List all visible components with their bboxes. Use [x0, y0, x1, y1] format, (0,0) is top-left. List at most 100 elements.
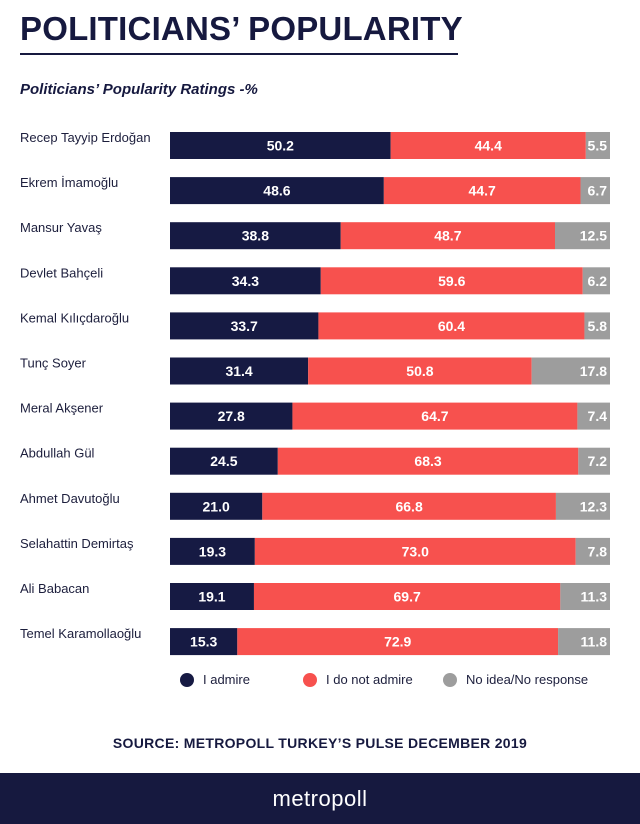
bar-segment-admire	[170, 312, 319, 340]
title-underline	[20, 53, 458, 55]
bar-segment-admire	[170, 222, 341, 250]
data-label-no-idea: 6.2	[588, 273, 608, 289]
data-label-not-admire: 68.3	[414, 453, 441, 469]
data-label-no-idea: 11.8	[581, 634, 608, 650]
data-label-no-idea: 6.7	[588, 183, 608, 199]
data-label-admire: 31.4	[225, 363, 252, 379]
data-label-not-admire: 44.4	[475, 138, 502, 154]
data-label-admire: 34.3	[232, 273, 259, 289]
bar-segment-no-idea	[558, 628, 610, 656]
legend-label-no-idea: No idea/No response	[466, 672, 589, 687]
category-label: Recep Tayyip Erdoğan	[20, 130, 151, 145]
bar-segment-admire	[170, 492, 263, 520]
category-label: Devlet Bahçeli	[20, 265, 103, 280]
bar-segment-not-admire	[262, 492, 556, 520]
data-label-admire: 48.6	[263, 183, 290, 199]
bar-segment-admire	[170, 402, 293, 430]
data-label-no-idea: 17.8	[580, 363, 607, 379]
bar-segment-admire	[170, 537, 255, 565]
data-label-not-admire: 60.4	[438, 318, 465, 334]
data-label-admire: 24.5	[210, 453, 237, 469]
data-label-no-idea: 11.3	[581, 589, 608, 605]
category-label: Temel Karamollaoğlu	[20, 626, 141, 641]
data-label-not-admire: 73.0	[402, 543, 429, 559]
bar-segment-not-admire	[308, 357, 532, 385]
bar-segment-no-idea	[585, 132, 610, 159]
data-label-admire: 19.3	[199, 543, 226, 559]
bar-segment-admire	[170, 628, 238, 656]
data-label-no-idea: 12.3	[580, 498, 607, 514]
data-label-not-admire: 69.7	[394, 589, 421, 605]
bar-segment-admire	[170, 267, 321, 295]
data-label-no-idea: 7.8	[588, 543, 608, 559]
category-label: Ahmet Davutoğlu	[20, 491, 120, 506]
data-label-not-admire: 48.7	[434, 228, 461, 244]
data-label-not-admire: 64.7	[421, 408, 448, 424]
chart-title: POLITICIANS’ POPULARITY	[20, 10, 463, 47]
data-label-no-idea: 5.5	[588, 138, 608, 154]
data-label-admire: 50.2	[267, 138, 294, 154]
legend-label-admire: I admire	[203, 672, 250, 687]
data-label-admire: 19.1	[198, 589, 225, 605]
category-label: Ali Babacan	[20, 581, 89, 596]
data-label-no-idea: 5.8	[588, 318, 608, 334]
source-note: SOURCE: METROPOLL TURKEY’S PULSE DECEMBE…	[112, 735, 528, 751]
bar-segment-no-idea	[531, 357, 610, 385]
bar-segment-admire	[170, 583, 254, 610]
data-label-not-admire: 72.9	[384, 634, 411, 650]
data-label-not-admire: 66.8	[395, 498, 422, 514]
bar-segment-no-idea	[582, 267, 610, 295]
legend-swatch-no-idea	[443, 672, 457, 687]
data-label-not-admire: 50.8	[406, 363, 433, 379]
bar-segment-no-idea	[580, 177, 610, 205]
bar-segment-not-admire	[253, 583, 561, 610]
data-label-no-idea: 7.4	[588, 408, 608, 424]
bar-segment-no-idea	[555, 222, 610, 250]
category-label: Mansur Yavaş	[20, 220, 102, 235]
category-label: Selahattin Demirtaş	[20, 536, 134, 551]
bar-segment-not-admire	[320, 267, 583, 295]
bar-segment-no-idea	[575, 537, 610, 565]
data-label-admire: 38.8	[242, 228, 269, 244]
legend-swatch-not-admire	[303, 672, 317, 687]
legend-swatch-admire	[180, 672, 194, 687]
bar-segment-not-admire	[383, 177, 581, 205]
category-label: Meral Akşener	[20, 401, 104, 416]
data-label-admire: 27.8	[218, 408, 245, 424]
bar-segment-not-admire	[254, 537, 576, 565]
bar-segment-not-admire	[340, 222, 555, 250]
bar-segment-no-idea	[560, 583, 610, 610]
bar-segment-not-admire	[390, 132, 586, 159]
chart-subtitle: Politicians’ Popularity Ratings -%	[20, 81, 258, 98]
data-label-admire: 21.0	[203, 498, 230, 514]
bar-segment-no-idea	[578, 447, 610, 475]
bar-segment-admire	[170, 357, 309, 385]
category-label: Tunç Soyer	[20, 356, 87, 371]
data-label-not-admire: 44.7	[469, 183, 496, 199]
brand-logo-text: metropoll	[272, 785, 368, 811]
bar-segment-admire	[170, 132, 391, 159]
data-label-not-admire: 59.6	[438, 273, 465, 289]
legend-item-admire: I admire	[180, 672, 250, 687]
legend-item-no-idea: No idea/No response	[443, 672, 588, 687]
data-label-admire: 15.3	[190, 634, 217, 650]
data-label-admire: 33.7	[231, 318, 258, 334]
category-label: Kemal Kılıçdaroğlu	[20, 310, 129, 325]
data-label-no-idea: 7.2	[588, 453, 608, 469]
bar-segment-no-idea	[584, 312, 610, 340]
bar-segment-not-admire	[277, 447, 579, 475]
data-label-no-idea: 12.5	[580, 228, 607, 244]
stacked-bar-chart: Recep Tayyip Erdoğan 50.2 44.4 5.5 Ekrem İma…	[20, 130, 610, 656]
bar-segment-admire	[170, 177, 384, 205]
bar-segment-no-idea	[555, 492, 610, 520]
bar-segment-not-admire	[237, 628, 559, 656]
bar-segment-not-admire	[292, 402, 578, 430]
bar-segment-no-idea	[577, 402, 610, 430]
legend-label-not-admire: I do not admire	[326, 672, 413, 687]
footer-bar: metropoll	[0, 773, 640, 824]
category-label: Abdullah Gül	[20, 446, 95, 461]
bar-segment-admire	[170, 447, 278, 475]
chart-legend: I admire I do not admire No idea/No resp…	[0, 672, 640, 694]
category-label: Ekrem İmamoğlu	[20, 175, 118, 190]
bar-segment-not-admire	[318, 312, 585, 340]
